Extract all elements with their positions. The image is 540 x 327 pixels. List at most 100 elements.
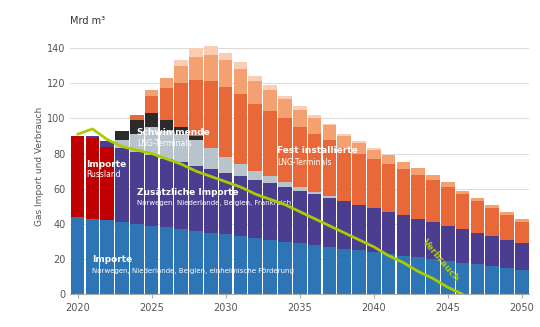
- Bar: [130, 115, 144, 120]
- Text: Norwegen, Niederlande, Belgien, einheimische Förderung: Norwegen, Niederlande, Belgien, einheimi…: [92, 268, 294, 274]
- Bar: [293, 110, 307, 127]
- Bar: [367, 159, 381, 208]
- Text: Norwegen, Niederlande, Belgien, Frankreich: Norwegen, Niederlande, Belgien, Frankrei…: [137, 200, 291, 206]
- Bar: [248, 76, 262, 81]
- Bar: [352, 250, 366, 294]
- Bar: [308, 192, 321, 194]
- Bar: [189, 231, 203, 294]
- Bar: [308, 245, 321, 294]
- Bar: [322, 247, 336, 294]
- Bar: [382, 155, 395, 164]
- Bar: [248, 104, 262, 171]
- Bar: [219, 234, 233, 294]
- Bar: [174, 134, 188, 163]
- Bar: [515, 270, 529, 294]
- Bar: [219, 53, 233, 60]
- Bar: [470, 198, 484, 201]
- Bar: [174, 127, 188, 134]
- Bar: [100, 141, 114, 146]
- Bar: [189, 48, 203, 57]
- Bar: [470, 233, 484, 265]
- Bar: [71, 217, 84, 294]
- Bar: [485, 208, 499, 236]
- Bar: [160, 89, 173, 120]
- Bar: [189, 166, 203, 231]
- Bar: [500, 215, 514, 240]
- Text: Importe: Importe: [86, 160, 127, 169]
- Bar: [278, 95, 292, 99]
- Bar: [367, 252, 381, 294]
- Bar: [293, 187, 307, 191]
- Bar: [234, 177, 247, 236]
- Bar: [470, 201, 484, 233]
- Text: Importe: Importe: [92, 255, 133, 264]
- Bar: [234, 69, 247, 94]
- Bar: [308, 115, 321, 118]
- Bar: [204, 55, 218, 81]
- Bar: [219, 157, 233, 173]
- Bar: [396, 256, 410, 294]
- Bar: [426, 180, 440, 222]
- Bar: [500, 212, 514, 215]
- Bar: [130, 152, 144, 224]
- Bar: [382, 164, 395, 212]
- Text: Verbrauch: Verbrauch: [420, 238, 461, 284]
- Bar: [367, 150, 381, 159]
- Bar: [248, 171, 262, 180]
- Bar: [367, 208, 381, 252]
- Bar: [130, 120, 144, 134]
- Bar: [115, 131, 129, 140]
- Bar: [130, 224, 144, 294]
- Bar: [293, 243, 307, 294]
- Bar: [411, 219, 425, 257]
- Bar: [204, 169, 218, 233]
- Y-axis label: Gas Import und Verbrauch: Gas Import und Verbrauch: [35, 107, 44, 226]
- Bar: [145, 226, 158, 294]
- Bar: [322, 126, 336, 140]
- Bar: [86, 136, 99, 138]
- Bar: [115, 222, 129, 294]
- Bar: [352, 143, 366, 154]
- Bar: [100, 220, 114, 294]
- Text: Russland: Russland: [86, 170, 121, 179]
- Bar: [204, 81, 218, 148]
- Bar: [248, 180, 262, 238]
- Bar: [411, 168, 425, 175]
- Bar: [248, 81, 262, 104]
- Bar: [338, 136, 351, 148]
- Bar: [160, 120, 173, 131]
- Bar: [115, 148, 129, 222]
- Bar: [278, 99, 292, 118]
- Bar: [204, 148, 218, 169]
- Bar: [500, 268, 514, 294]
- Text: LNG-Terminals: LNG-Terminals: [278, 158, 332, 167]
- Bar: [338, 148, 351, 201]
- Bar: [234, 236, 247, 294]
- Bar: [278, 242, 292, 294]
- Bar: [308, 118, 321, 134]
- Bar: [456, 263, 469, 294]
- Bar: [308, 194, 321, 245]
- Bar: [160, 78, 173, 89]
- Bar: [485, 205, 499, 208]
- Bar: [204, 46, 218, 55]
- Bar: [145, 95, 158, 113]
- Text: Fest installierte: Fest installierte: [278, 146, 358, 155]
- Bar: [130, 134, 144, 152]
- Bar: [426, 259, 440, 294]
- Bar: [485, 266, 499, 294]
- Bar: [456, 229, 469, 263]
- Bar: [174, 229, 188, 294]
- Bar: [426, 175, 440, 180]
- Bar: [456, 191, 469, 194]
- Bar: [264, 177, 277, 183]
- Bar: [500, 240, 514, 268]
- Bar: [456, 194, 469, 229]
- Bar: [86, 138, 99, 219]
- Bar: [264, 112, 277, 177]
- Bar: [338, 201, 351, 249]
- Bar: [145, 155, 158, 226]
- Bar: [322, 124, 336, 126]
- Bar: [189, 136, 203, 140]
- Bar: [264, 183, 277, 240]
